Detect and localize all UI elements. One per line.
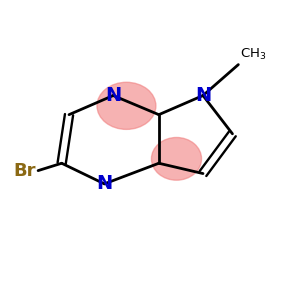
Text: N: N xyxy=(195,86,211,105)
Text: CH$_3$: CH$_3$ xyxy=(240,46,266,62)
Text: N: N xyxy=(105,86,121,105)
Text: Br: Br xyxy=(13,162,35,180)
Text: N: N xyxy=(96,174,112,194)
Ellipse shape xyxy=(152,137,202,180)
Ellipse shape xyxy=(97,82,156,129)
